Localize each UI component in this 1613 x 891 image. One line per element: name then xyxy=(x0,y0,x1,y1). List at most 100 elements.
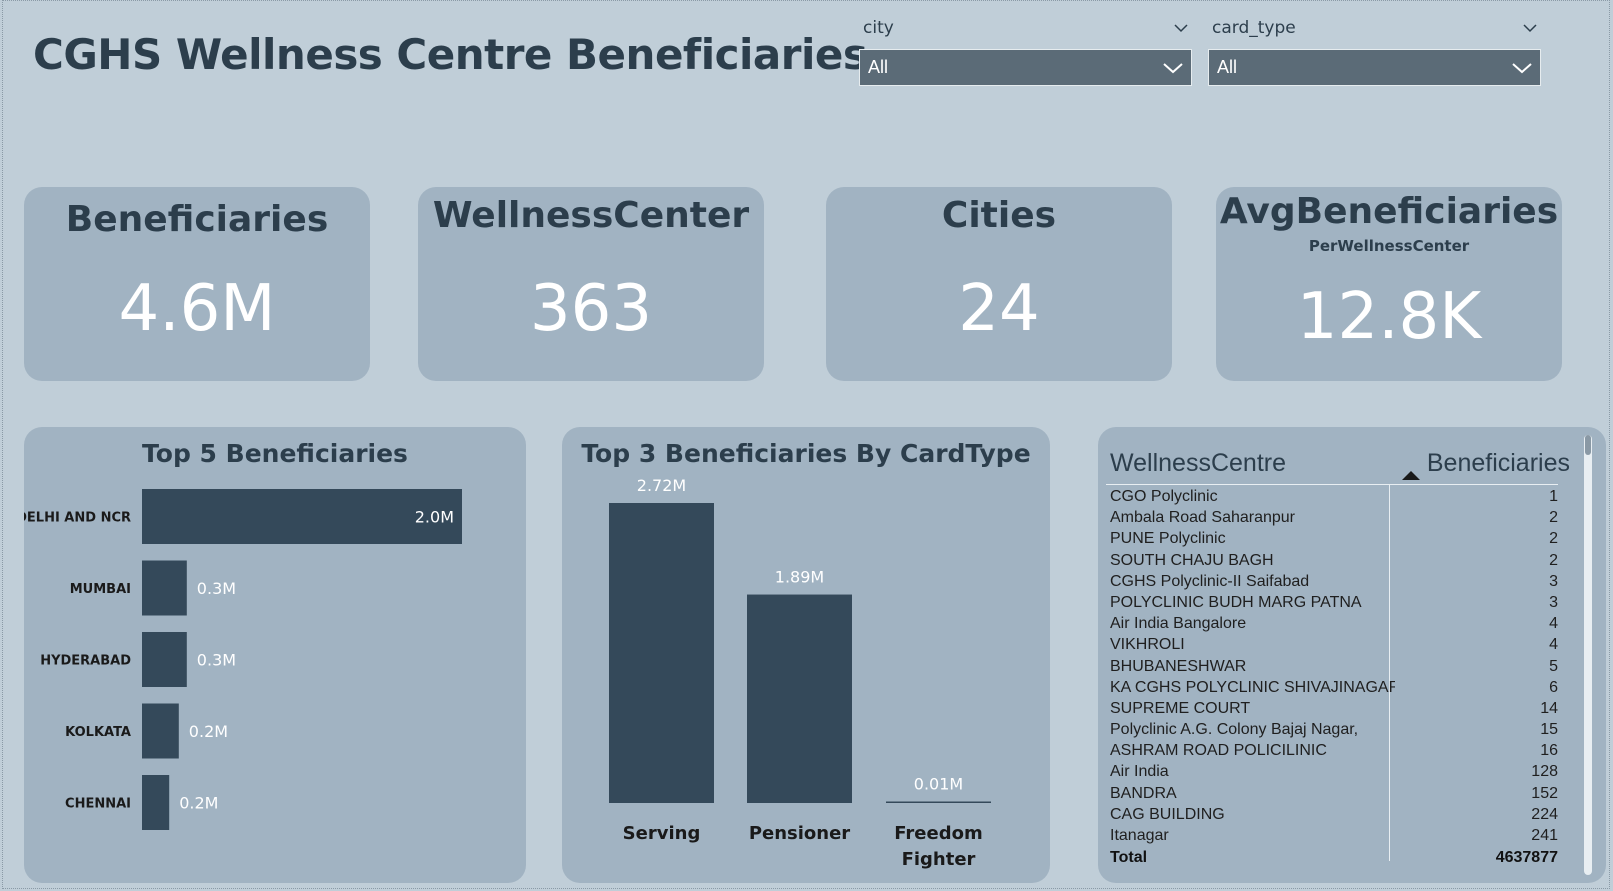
table-row[interactable]: SOUTH CHAJU BAGH 2 xyxy=(1110,551,1558,572)
category-label: KOLKATA xyxy=(65,725,131,740)
card-type-dropdown-value: All xyxy=(1217,57,1238,77)
table-row[interactable]: CGHS Polyclinic-II Saifabad 3 xyxy=(1110,572,1558,593)
card-type-slicer[interactable]: card_type All xyxy=(1208,14,1541,86)
kpi-card-beneficiaries: Beneficiaries 4.6M xyxy=(24,187,370,381)
header-divider xyxy=(1106,484,1558,485)
wellness-centre-cell: SOUTH CHAJU BAGH xyxy=(1110,551,1274,569)
city-dropdown[interactable]: All xyxy=(859,49,1192,86)
data-label: 2.72M xyxy=(637,476,686,495)
wellness-centre-cell: Ambala Road Saharanpur xyxy=(1110,509,1296,527)
wellness-centre-cell: CAG BUILDING xyxy=(1110,805,1225,823)
wellness-centre-cell: ASHRAM ROAD POLICILINIC xyxy=(1110,742,1327,760)
total-label: Total xyxy=(1110,849,1148,866)
total-value: 4637877 xyxy=(1495,849,1558,866)
kpi-value: 4.6M xyxy=(118,272,276,346)
bar xyxy=(609,503,714,803)
sort-ascending-icon xyxy=(1402,471,1420,480)
beneficiaries-cell: 3 xyxy=(1549,593,1558,611)
city-dropdown-value: All xyxy=(868,57,889,77)
table-row[interactable]: CGO Polyclinic 1 xyxy=(1110,487,1558,508)
table-row[interactable]: BANDRA 152 xyxy=(1110,784,1558,805)
column-divider xyxy=(1389,484,1390,861)
bar xyxy=(886,801,991,803)
wellness-centre-cell: BHUBANESHWAR xyxy=(1110,657,1247,675)
table-body: CGO Polyclinic 1 Ambala Road Saharanpur 2 PU… xyxy=(1110,487,1558,847)
kpi-card-avg-beneficiaries: AvgBeneficiaries PerWellnessCenter 12.8K xyxy=(1216,187,1562,381)
table-header: WellnessCentre Beneficiaries xyxy=(1110,449,1570,483)
beneficiaries-cell: 5 xyxy=(1549,657,1558,675)
top5-bar-chart: DELHI AND NCR 2.0M MUMBAI 0.3M HYDERABAD 0.3M… xyxy=(24,489,462,830)
bar xyxy=(142,703,179,759)
category-label: DELHI AND NCR xyxy=(24,511,131,526)
collapse-chevron-icon[interactable] xyxy=(1523,21,1537,35)
city-slicer[interactable]: city All xyxy=(859,14,1192,86)
data-label: 1.89M xyxy=(775,568,824,587)
table-row[interactable]: Ambala Road Saharanpur 2 xyxy=(1110,508,1558,529)
collapse-chevron-icon[interactable] xyxy=(1174,21,1188,35)
kpi-value: 12.8K xyxy=(1296,280,1482,354)
cardtype-chart-panel: Top 3 Beneficiaries By CardType 2.72M Ser… xyxy=(562,427,1050,883)
top5-chart-panel: Top 5 Beneficiaries DELHI AND NCR 2.0M MUM… xyxy=(24,427,526,883)
chevron-down-icon xyxy=(1163,62,1183,73)
vertical-scrollbar[interactable] xyxy=(1584,435,1592,875)
bar xyxy=(142,489,462,544)
beneficiaries-cell: 4 xyxy=(1549,636,1558,654)
wellness-centre-cell: VIKHROLI xyxy=(1110,636,1185,654)
table-row[interactable]: BHUBANESHWAR 5 xyxy=(1110,657,1558,678)
column-header-wellnesscentre[interactable]: WellnessCentre xyxy=(1110,449,1287,477)
bar xyxy=(142,632,187,687)
beneficiaries-cell: 128 xyxy=(1531,763,1558,781)
data-label: 0.2M xyxy=(179,794,218,813)
wellness-centre-cell: CGHS Polyclinic-II Saifabad xyxy=(1110,572,1310,590)
table-row[interactable]: ASHRAM ROAD POLICILINIC 16 xyxy=(1110,741,1558,762)
beneficiaries-cell: 241 xyxy=(1531,827,1558,844)
table-row[interactable]: POLYCLINIC BUDH MARG PATNA 3 xyxy=(1110,593,1558,614)
beneficiaries-cell: 1 xyxy=(1549,488,1558,505)
wellness-centre-cell: CGO Polyclinic xyxy=(1110,488,1218,505)
bar xyxy=(747,594,852,803)
wellness-centre-cell: POLYCLINIC BUDH MARG PATNA xyxy=(1110,593,1362,611)
chart-title: Top 5 Beneficiaries xyxy=(142,439,408,468)
kpi-subtitle: PerWellnessCenter xyxy=(1308,237,1470,255)
beneficiaries-cell: 14 xyxy=(1540,699,1558,717)
table-row[interactable]: CAG BUILDING 224 xyxy=(1110,805,1558,826)
kpi-title: Beneficiaries xyxy=(65,199,329,240)
card-type-dropdown[interactable]: All xyxy=(1208,49,1541,86)
table-row[interactable]: Air India Bangalore 4 xyxy=(1110,614,1558,635)
category-label: CHENNAI xyxy=(65,797,131,812)
table-row[interactable]: Itanagar 241 xyxy=(1110,826,1558,847)
table-row[interactable]: PUNE Polyclinic 2 xyxy=(1110,529,1558,550)
wellness-centre-cell: Polyclinic A.G. Colony Bajaj Nagar, xyxy=(1110,721,1359,739)
beneficiaries-cell: 2 xyxy=(1549,509,1558,527)
wellness-centre-cell: BANDRA xyxy=(1110,784,1177,802)
wellness-centre-cell: PUNE Polyclinic xyxy=(1110,530,1226,548)
beneficiaries-cell: 16 xyxy=(1540,742,1558,760)
table-row[interactable]: Polyclinic A.G. Colony Bajaj Nagar, 15 xyxy=(1110,720,1558,741)
data-label: 0.01M xyxy=(914,775,963,794)
category-label: Freedom xyxy=(894,823,982,844)
kpi-title: Cities xyxy=(941,195,1057,236)
beneficiaries-cell: 4 xyxy=(1549,615,1558,633)
category-label: HYDERABAD xyxy=(40,654,131,669)
data-label: 0.3M xyxy=(197,579,236,598)
kpi-value: 363 xyxy=(529,272,653,346)
data-label: 2.0M xyxy=(415,508,454,527)
table-row[interactable]: Air India 128 xyxy=(1110,762,1558,783)
table-row[interactable]: VIKHROLI 4 xyxy=(1110,635,1558,656)
scrollbar-thumb[interactable] xyxy=(1585,435,1591,455)
table-row[interactable]: KA CGHS POLYCLINIC SHIVAJINAGAR 6 xyxy=(1110,678,1558,699)
category-label: MUMBAI xyxy=(70,582,131,597)
beneficiaries-cell: 6 xyxy=(1549,678,1558,696)
kpi-card-wellness-center: WellnessCenter 363 xyxy=(418,187,764,381)
table-row[interactable]: SUPREME COURT 14 xyxy=(1110,699,1558,720)
card-type-slicer-label: card_type xyxy=(1212,18,1296,38)
column-header-beneficiaries[interactable]: Beneficiaries xyxy=(1426,449,1570,477)
beneficiaries-cell: 15 xyxy=(1540,721,1558,739)
data-label: 0.2M xyxy=(189,722,228,741)
beneficiaries-cell: 2 xyxy=(1549,530,1558,548)
beneficiaries-cell: 2 xyxy=(1549,551,1558,569)
cardtype-bar-chart: 2.72M Serving 1.89M Pensioner 0.01M Freedom Fi… xyxy=(609,476,991,870)
bar xyxy=(142,560,187,616)
chevron-down-icon xyxy=(1512,62,1532,73)
